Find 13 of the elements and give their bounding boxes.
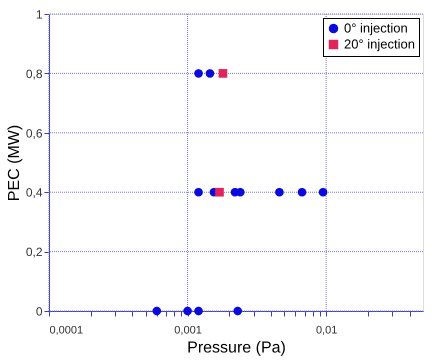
y-tick-label: 0,4 bbox=[26, 186, 43, 200]
x-tick-label: 0,0001 bbox=[50, 324, 84, 336]
legend-label: 20° injection bbox=[344, 36, 415, 52]
y-axis-title: PEC (MW) bbox=[6, 124, 23, 202]
x-tick-label: 0,001 bbox=[174, 324, 202, 336]
x-tick-label: 0,01 bbox=[316, 324, 338, 336]
x-axis-title: Pressure (Pa) bbox=[187, 340, 286, 356]
y-tick-label: 0 bbox=[36, 304, 43, 318]
y-tick-label: 0,2 bbox=[26, 245, 43, 260]
legend-label: 0° injection bbox=[344, 20, 408, 36]
y-tick-label: 1 bbox=[36, 8, 43, 22]
y-tick-label: 0,6 bbox=[26, 126, 43, 140]
y-tick-label: 0,8 bbox=[26, 66, 43, 81]
